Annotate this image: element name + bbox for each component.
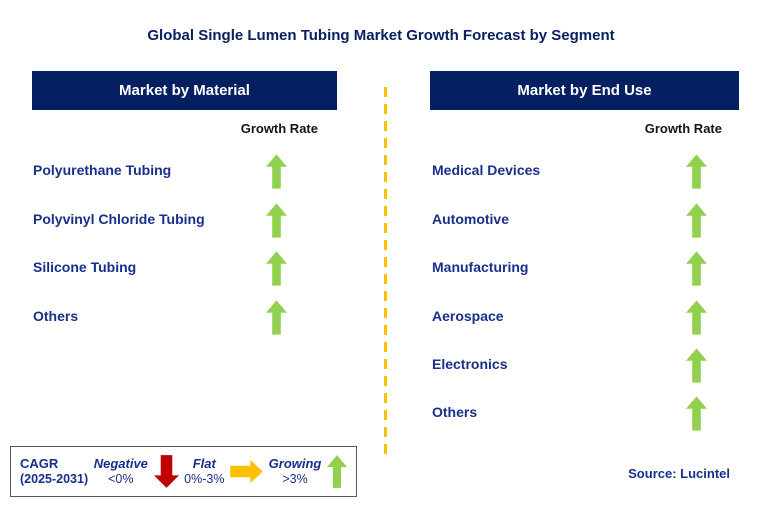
growth-up-arrow-icon xyxy=(266,203,287,238)
end-use-item-label: Medical Devices xyxy=(432,162,541,178)
material-item-label: Silicone Tubing xyxy=(33,259,137,275)
end-use-item-label: Aerospace xyxy=(432,308,504,324)
end-use-item-label: Electronics xyxy=(432,356,508,372)
growth-up-arrow-icon xyxy=(266,300,287,335)
growth-up-arrow-icon xyxy=(266,154,287,189)
legend-negative-range: <0% xyxy=(108,471,134,486)
growth-up-arrow-icon xyxy=(686,203,707,238)
legend-flat-label: Flat xyxy=(192,455,216,471)
source-attribution: Source: Lucintel xyxy=(628,466,730,481)
legend-negative-block: Negative <0% xyxy=(94,456,148,488)
growth-up-arrow-icon xyxy=(686,348,707,383)
legend-cagr-block: CAGR (2025-2031) xyxy=(20,456,88,488)
legend-growing-block: Growing >3% xyxy=(269,456,322,488)
legend-flat-range: 0%-3% xyxy=(184,471,225,486)
growth-up-arrow-icon xyxy=(686,251,707,286)
legend-flat-block: Flat 0%-3% xyxy=(184,456,224,488)
growth-up-arrow-icon xyxy=(686,154,707,189)
material-item-label: Others xyxy=(33,308,79,324)
legend-growing-range: >3% xyxy=(282,471,308,486)
material-item-label: Polyurethane Tubing xyxy=(33,162,172,178)
growth-rate-label-end-use: Growth Rate xyxy=(644,121,722,136)
panel-divider xyxy=(384,87,387,455)
legend-cagr-title: CAGR xyxy=(20,455,59,471)
panel-header-end-use: Market by End Use xyxy=(430,71,739,110)
cagr-legend: CAGR (2025-2031) Negative <0% Flat 0%-3%… xyxy=(10,446,357,497)
legend-growing-label: Growing xyxy=(268,455,322,471)
growth-up-arrow-icon xyxy=(686,396,707,431)
legend-cagr-subtitle: (2025-2031) xyxy=(20,471,89,486)
end-use-item-label: Others xyxy=(432,404,478,420)
panel-header-material: Market by Material xyxy=(32,71,337,110)
growth-up-arrow-icon xyxy=(686,300,707,335)
end-use-item-label: Manufacturing xyxy=(432,259,529,275)
material-item-label: Polyvinyl Chloride Tubing xyxy=(33,211,205,227)
legend-negative-label: Negative xyxy=(93,455,148,471)
page-title: Global Single Lumen Tubing Market Growth… xyxy=(147,27,615,44)
growth-rate-label-material: Growth Rate xyxy=(240,121,318,136)
down-arrow-icon xyxy=(153,455,179,488)
growth-up-arrow-icon xyxy=(266,251,287,286)
up-arrow-icon xyxy=(326,455,347,488)
end-use-item-label: Automotive xyxy=(432,211,509,227)
right-arrow-icon xyxy=(230,460,263,483)
